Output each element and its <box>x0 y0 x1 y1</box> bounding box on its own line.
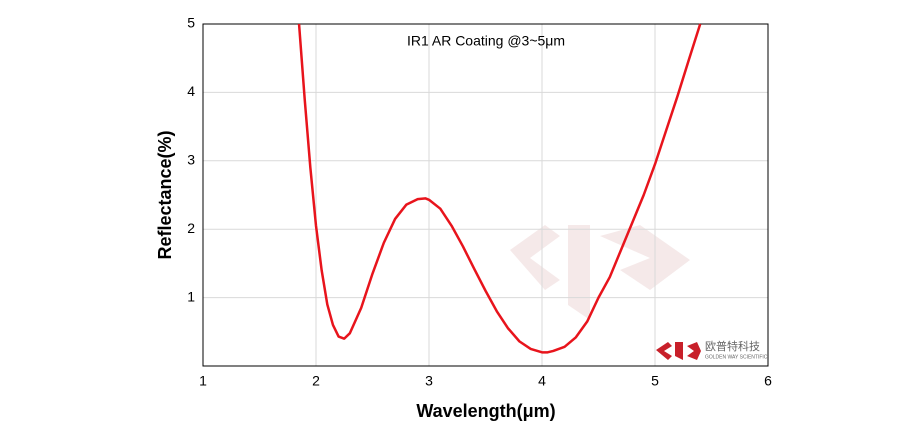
y-tick-label: 1 <box>187 288 195 304</box>
x-tick-label: 4 <box>538 373 546 389</box>
watermark-shape <box>510 225 690 320</box>
y-tick-label: 4 <box>187 83 195 99</box>
x-tick-label: 3 <box>425 373 433 389</box>
x-axis-title: Wavelength(μm) <box>416 401 555 421</box>
chart-title: IR1 AR Coating @3~5μm <box>407 33 565 49</box>
watermark-subtext: GOLDEN WAY SCIENTIFIC <box>705 354 768 360</box>
data-line <box>297 23 702 354</box>
x-tick-label: 5 <box>651 373 659 389</box>
watermark-text: 欧普特科技 <box>705 339 760 353</box>
logo <box>656 342 701 360</box>
x-tick-label: 6 <box>764 373 772 389</box>
y-tick-label: 2 <box>187 220 195 236</box>
y-tick-label: 5 <box>187 15 195 31</box>
plot-frame <box>202 23 769 367</box>
y-axis-title: Reflectance(%) <box>155 130 175 259</box>
y-tick-label: 3 <box>187 152 195 168</box>
x-tick-label: 2 <box>312 373 320 389</box>
x-tick-label: 1 <box>199 373 207 389</box>
